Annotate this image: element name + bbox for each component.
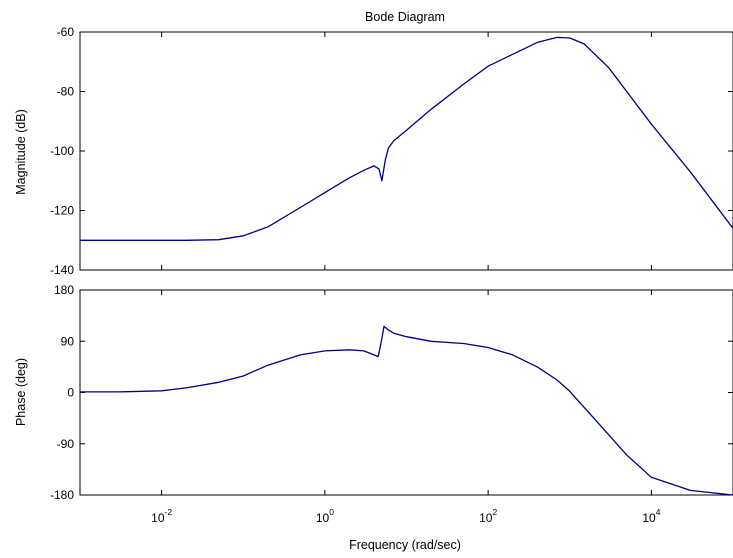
mag-y-tick-label: -120: [50, 204, 74, 218]
phase-y-axis-title: Phase (deg): [14, 358, 28, 426]
magnitude-plot: -60 -80 -100 -120 -140: [50, 25, 733, 277]
phase-plot: 180 90 0 -90 -180 10-2 100 102 104: [50, 283, 733, 525]
mag-y-tick-label: -60: [57, 25, 75, 39]
mag-y-tick-label: -140: [50, 263, 74, 277]
x-tick-label: 10-2: [151, 507, 172, 525]
phase-series-line: [80, 325, 733, 495]
phase-y-tick-label: -90: [57, 437, 75, 451]
phase-axes-frame: [79, 289, 733, 496]
x-tick-label: 104: [642, 507, 660, 525]
phase-y-tick-label: -180: [50, 488, 74, 502]
mag-axes-frame: [79, 31, 733, 271]
mag-series-line: [80, 36, 733, 241]
mag-y-tick-label: -80: [57, 85, 75, 99]
phase-y-tick-label: 0: [67, 386, 74, 400]
x-tick-label: 102: [479, 507, 497, 525]
x-tick-label: 100: [316, 507, 334, 525]
chart-title: Bode Diagram: [365, 10, 445, 24]
magnitude-y-axis-title: Magnitude (dB): [14, 109, 28, 194]
phase-y-tick-label: 90: [61, 334, 75, 348]
phase-y-tick-label: 180: [54, 283, 74, 297]
mag-y-tick-label: -100: [50, 144, 74, 158]
x-axis-title: Frequency (rad/sec): [349, 538, 461, 552]
